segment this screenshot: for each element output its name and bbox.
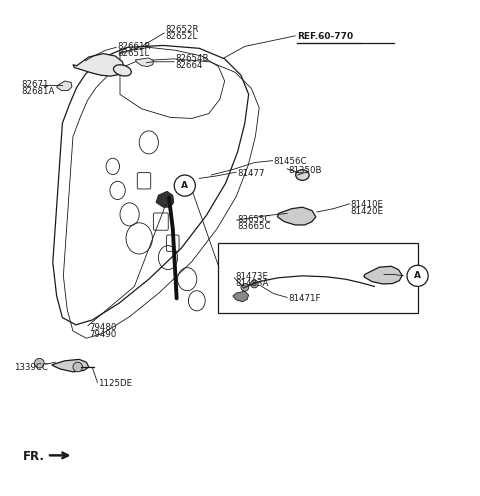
Text: 82664: 82664: [175, 61, 203, 70]
Polygon shape: [73, 54, 125, 76]
Text: REF.60-770: REF.60-770: [297, 32, 353, 41]
Text: 82652R: 82652R: [166, 25, 199, 34]
Polygon shape: [57, 81, 72, 91]
Text: 82654B: 82654B: [175, 54, 209, 63]
Polygon shape: [52, 360, 89, 372]
Text: A: A: [181, 181, 188, 190]
Circle shape: [174, 175, 195, 196]
Text: 81483A: 81483A: [235, 280, 269, 289]
Ellipse shape: [113, 65, 132, 76]
Polygon shape: [156, 191, 174, 207]
Text: 83655C: 83655C: [238, 215, 271, 224]
Text: 81477: 81477: [238, 169, 265, 178]
Text: 1125DE: 1125DE: [98, 379, 132, 388]
Text: 82661R: 82661R: [118, 42, 151, 51]
Polygon shape: [135, 58, 154, 66]
Text: FR.: FR.: [23, 450, 45, 463]
Text: 82671: 82671: [22, 80, 49, 89]
Text: 79480: 79480: [89, 323, 116, 332]
Text: 81456C: 81456C: [274, 157, 307, 166]
Circle shape: [241, 284, 249, 291]
Text: 82651L: 82651L: [118, 49, 150, 58]
Text: 82681A: 82681A: [22, 87, 55, 97]
Text: 81473E: 81473E: [235, 272, 268, 281]
Bar: [218, 243, 418, 313]
Text: A: A: [414, 271, 421, 280]
Text: 83665C: 83665C: [238, 222, 271, 231]
Text: 79490: 79490: [89, 330, 116, 339]
Text: 81471F: 81471F: [288, 294, 321, 303]
Polygon shape: [277, 207, 316, 225]
Text: 1339CC: 1339CC: [14, 364, 48, 372]
Polygon shape: [233, 291, 249, 302]
Polygon shape: [364, 266, 402, 284]
Text: 81420E: 81420E: [350, 207, 384, 216]
Circle shape: [407, 265, 428, 286]
Circle shape: [73, 362, 83, 372]
Circle shape: [35, 359, 44, 368]
Circle shape: [251, 280, 258, 288]
Ellipse shape: [296, 170, 309, 181]
Text: 82652L: 82652L: [166, 32, 198, 41]
Text: 81350B: 81350B: [288, 166, 322, 175]
Text: 81410E: 81410E: [350, 200, 384, 209]
